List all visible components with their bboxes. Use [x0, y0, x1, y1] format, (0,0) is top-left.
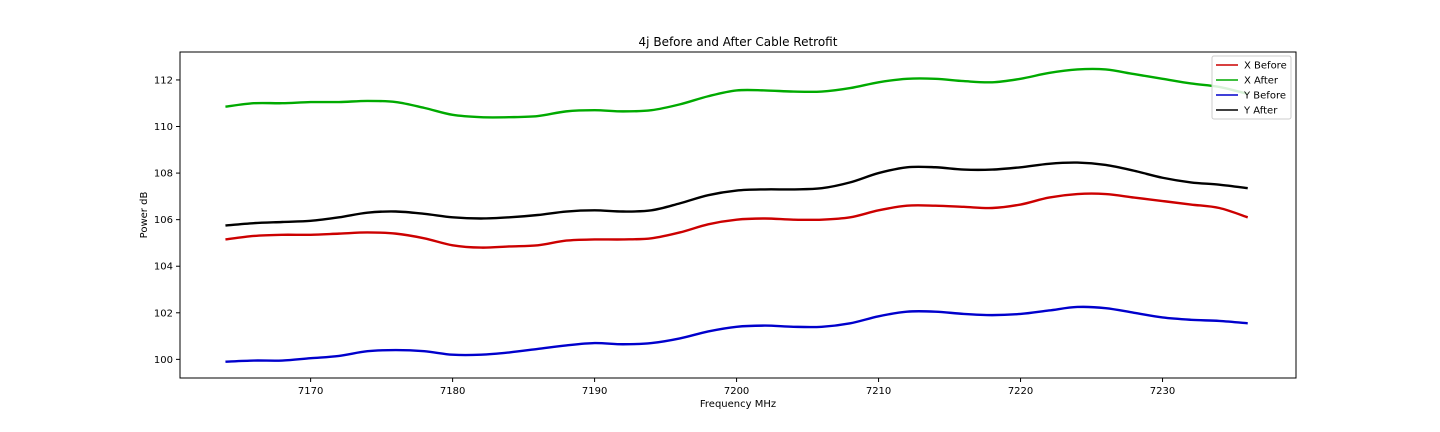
legend-label: X After [1244, 76, 1279, 87]
legend-label: Y Before [1243, 91, 1286, 102]
x-axis-title: Frequency MHz [700, 399, 776, 410]
y-axis: 100 102 104 106 108 110 112 [154, 75, 180, 366]
y-tick-label: 106 [154, 215, 173, 226]
x-tick-label: 7190 [582, 386, 607, 397]
y-tick-label: 108 [154, 169, 173, 180]
y-tick-label: 100 [154, 355, 173, 366]
chart-title: 4j Before and After Cable Retrofit [639, 35, 838, 49]
y-tick-label: 112 [154, 75, 173, 86]
x-tick-label: 7170 [298, 386, 323, 397]
series-line-y-after [225, 161, 1248, 227]
x-tick-label: 7180 [440, 386, 465, 397]
series-line-x-after [225, 67, 1249, 119]
x-axis: 7170 7180 7190 7200 7210 7220 7230 [298, 378, 1175, 397]
x-tick-label: 7210 [866, 386, 891, 397]
legend: X Before X After Y Before Y After [1211, 55, 1292, 120]
legend-label: Y After [1243, 106, 1278, 117]
y-tick-label: 110 [154, 122, 173, 133]
x-tick-label: 7200 [724, 386, 749, 397]
plot-lines [225, 67, 1249, 363]
y-tick-label: 102 [154, 308, 173, 319]
series-line-y-before [225, 305, 1248, 363]
series-line-x-before [225, 192, 1249, 249]
legend-box [1211, 55, 1292, 120]
legend-items: X Before X After Y Before Y After [1216, 61, 1287, 117]
plot-frame [179, 51, 1297, 379]
y-tick-label: 104 [154, 262, 173, 273]
y-axis-title: Power dB [139, 192, 150, 239]
x-tick-label: 7220 [1008, 386, 1033, 397]
x-tick-label: 7230 [1150, 386, 1175, 397]
legend-label: X Before [1244, 61, 1287, 72]
